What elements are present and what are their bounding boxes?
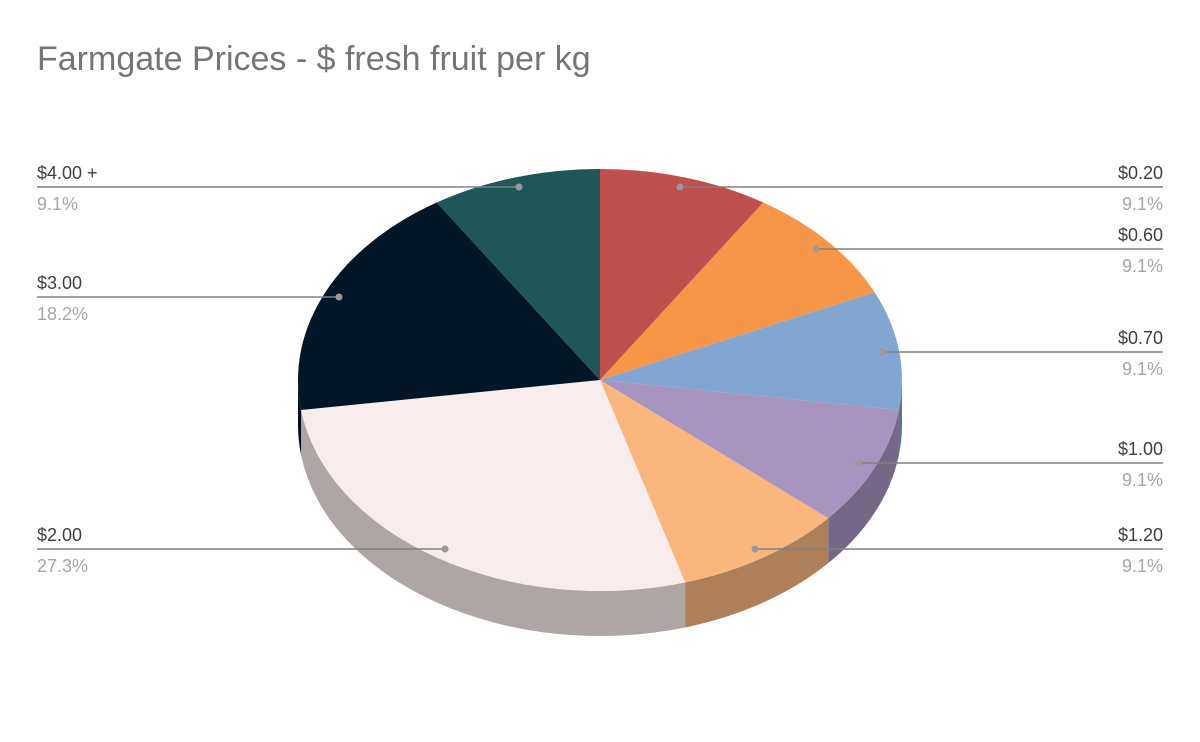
- leader-dot: [515, 183, 523, 191]
- slice-side: [685, 518, 829, 628]
- slice-side: [301, 410, 686, 636]
- leader-dot: [335, 293, 343, 301]
- slice-side: [298, 380, 302, 456]
- leader-dot: [812, 245, 820, 253]
- percent-label: 9.1%: [1122, 194, 1163, 214]
- slice: [600, 380, 899, 519]
- category-label: $0.20: [1118, 163, 1163, 183]
- category-label: $2.00: [37, 525, 82, 545]
- percent-label: 9.1%: [1122, 470, 1163, 490]
- percent-label: 27.3%: [37, 556, 88, 576]
- slice: [600, 169, 764, 380]
- slice: [298, 202, 600, 411]
- percent-label: 9.1%: [37, 194, 78, 214]
- percent-label: 18.2%: [37, 304, 88, 324]
- leader-dot: [855, 459, 863, 467]
- leader-dot: [441, 545, 449, 553]
- percent-label: 9.1%: [1122, 256, 1163, 276]
- category-label: $3.00: [37, 273, 82, 293]
- category-label: $0.60: [1118, 225, 1163, 245]
- category-label: $1.00: [1118, 439, 1163, 459]
- slice: [301, 380, 686, 591]
- category-label: $1.20: [1118, 525, 1163, 545]
- slice: [600, 380, 829, 583]
- percent-label: 9.1%: [1122, 359, 1163, 379]
- chart-title: Farmgate Prices - $ fresh fruit per kg: [37, 40, 591, 78]
- leader-dot: [751, 545, 759, 553]
- category-label: $0.70: [1118, 328, 1163, 348]
- leader-dot: [879, 348, 887, 356]
- slice-side: [828, 410, 899, 564]
- leader-dot: [676, 183, 684, 191]
- slice: [600, 292, 902, 411]
- slice-side: [898, 380, 902, 456]
- category-label: $4.00 +: [37, 163, 98, 183]
- slice: [436, 169, 600, 380]
- slice: [600, 202, 875, 380]
- percent-label: 9.1%: [1122, 556, 1163, 576]
